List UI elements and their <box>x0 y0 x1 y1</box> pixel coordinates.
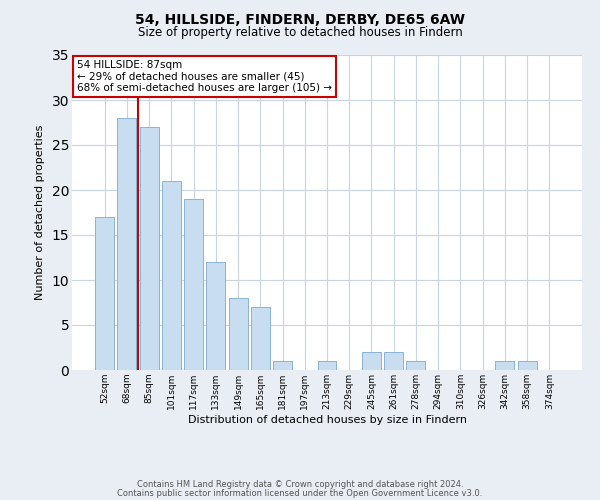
Text: 54 HILLSIDE: 87sqm
← 29% of detached houses are smaller (45)
68% of semi-detache: 54 HILLSIDE: 87sqm ← 29% of detached hou… <box>77 60 332 93</box>
Bar <box>518 361 536 370</box>
Bar <box>140 127 158 370</box>
Bar <box>362 352 381 370</box>
Bar <box>406 361 425 370</box>
Bar <box>184 199 203 370</box>
Text: Contains public sector information licensed under the Open Government Licence v3: Contains public sector information licen… <box>118 488 482 498</box>
X-axis label: Distribution of detached houses by size in Findern: Distribution of detached houses by size … <box>187 414 467 424</box>
Bar <box>95 217 114 370</box>
Bar <box>251 307 270 370</box>
Text: Contains HM Land Registry data © Crown copyright and database right 2024.: Contains HM Land Registry data © Crown c… <box>137 480 463 489</box>
Bar <box>317 361 337 370</box>
Bar <box>229 298 248 370</box>
Y-axis label: Number of detached properties: Number of detached properties <box>35 125 44 300</box>
Bar <box>206 262 225 370</box>
Bar <box>162 181 181 370</box>
Bar <box>384 352 403 370</box>
Text: Size of property relative to detached houses in Findern: Size of property relative to detached ho… <box>137 26 463 39</box>
Text: 54, HILLSIDE, FINDERN, DERBY, DE65 6AW: 54, HILLSIDE, FINDERN, DERBY, DE65 6AW <box>135 12 465 26</box>
Bar <box>496 361 514 370</box>
Bar <box>118 118 136 370</box>
Bar <box>273 361 292 370</box>
